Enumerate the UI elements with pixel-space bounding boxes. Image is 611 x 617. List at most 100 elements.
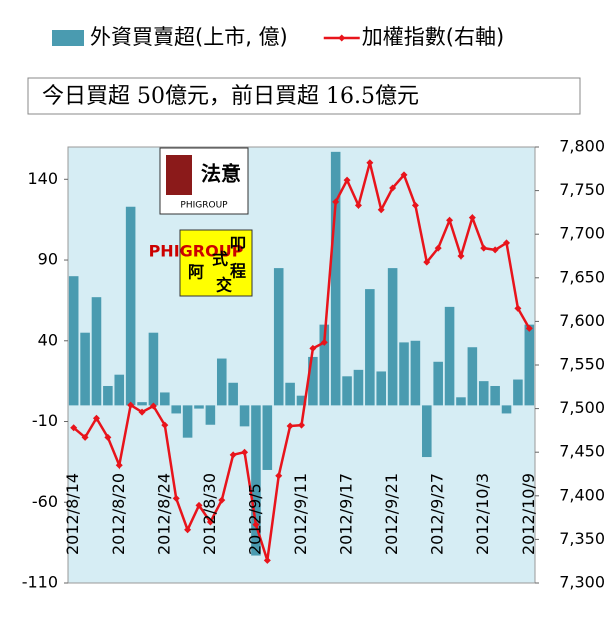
bar bbox=[137, 402, 147, 406]
bar bbox=[376, 371, 387, 406]
logo-mark bbox=[166, 155, 192, 195]
bar bbox=[456, 397, 466, 406]
line-marker bbox=[218, 496, 226, 504]
bar bbox=[80, 332, 90, 406]
legend-swatch bbox=[338, 34, 346, 42]
line-marker bbox=[104, 433, 112, 441]
bar bbox=[68, 276, 79, 406]
line-marker bbox=[377, 206, 385, 214]
y2-tick-label: 7,450 bbox=[559, 442, 605, 461]
logo-text: 法意 bbox=[201, 162, 241, 186]
x-tick-label: 2012/9/11 bbox=[291, 473, 310, 555]
line-marker bbox=[286, 422, 294, 430]
bar bbox=[273, 268, 284, 406]
bar bbox=[296, 395, 307, 406]
line-marker bbox=[332, 198, 340, 206]
line-marker bbox=[161, 421, 169, 429]
x-tick-label: 2012/8/30 bbox=[200, 473, 219, 555]
line-marker bbox=[263, 556, 271, 564]
line-marker bbox=[525, 324, 533, 332]
logo-text: 程 bbox=[230, 262, 246, 281]
bar bbox=[501, 405, 512, 414]
annotation: 今日買超 50億元，前日買超 16.5億元 bbox=[42, 84, 419, 109]
bar bbox=[490, 385, 500, 406]
logo-box bbox=[179, 229, 253, 297]
bar bbox=[342, 376, 352, 406]
bar bbox=[285, 382, 295, 406]
line-marker bbox=[81, 433, 89, 441]
bar bbox=[103, 385, 113, 406]
bar bbox=[410, 340, 421, 406]
line-marker bbox=[127, 401, 135, 409]
x-tick-label: 2012/8/24 bbox=[154, 473, 173, 555]
line-marker bbox=[172, 494, 180, 502]
y2-tick-label: 7,350 bbox=[559, 529, 605, 548]
x-tick-label: 2012/8/14 bbox=[63, 473, 82, 555]
logo-text: 阿 bbox=[188, 263, 204, 282]
line-marker bbox=[241, 448, 249, 456]
x-tick-label: 2012/9/5 bbox=[245, 483, 264, 555]
line-marker bbox=[252, 521, 260, 529]
y-tick-label: -10 bbox=[32, 411, 58, 430]
y2-tick-label: 7,500 bbox=[559, 398, 605, 417]
bar bbox=[239, 405, 250, 427]
bar bbox=[160, 392, 170, 406]
line-marker bbox=[400, 171, 408, 179]
line-marker bbox=[195, 501, 203, 509]
line-marker bbox=[457, 252, 465, 260]
bar bbox=[467, 347, 478, 406]
y-tick-label: 40 bbox=[38, 330, 58, 349]
bar bbox=[513, 379, 523, 406]
bar bbox=[433, 361, 443, 406]
logo-text: 叩 bbox=[230, 235, 246, 254]
bar bbox=[444, 306, 455, 406]
logo-text: PHIGROUP bbox=[180, 201, 228, 211]
x-tick-label: 2012/9/27 bbox=[428, 473, 447, 555]
x-tick-label: 2012/8/20 bbox=[109, 473, 128, 555]
line-marker bbox=[503, 239, 511, 247]
y2-tick-label: 7,600 bbox=[559, 311, 605, 330]
y2-tick-label: 7,700 bbox=[559, 224, 605, 243]
legend-swatch bbox=[52, 30, 84, 46]
y2-tick-label: 7,550 bbox=[559, 355, 605, 374]
bar bbox=[216, 358, 227, 406]
line-marker bbox=[184, 526, 192, 534]
bar bbox=[353, 369, 364, 406]
bar bbox=[262, 405, 273, 470]
bar bbox=[365, 289, 375, 406]
legend-label: 外資買賣超(上市, 億) bbox=[90, 25, 288, 49]
x-tick-label: 2012/10/9 bbox=[519, 473, 538, 555]
bar bbox=[524, 324, 535, 406]
line-marker bbox=[70, 424, 78, 432]
bar bbox=[251, 405, 261, 556]
line-marker bbox=[229, 451, 237, 459]
y-tick-label: 140 bbox=[27, 169, 58, 188]
logo-text: 交 bbox=[216, 276, 232, 295]
y2-tick-label: 7,650 bbox=[559, 267, 605, 286]
line-marker bbox=[389, 184, 397, 192]
line-marker bbox=[514, 304, 522, 312]
bar bbox=[194, 405, 204, 409]
bar bbox=[91, 297, 102, 406]
line-marker bbox=[354, 201, 362, 209]
x-tick-label: 2012/9/21 bbox=[382, 473, 401, 555]
line-marker bbox=[480, 244, 488, 252]
y2-tick-label: 7,300 bbox=[559, 573, 605, 592]
line-marker bbox=[138, 408, 146, 416]
line-marker bbox=[434, 244, 442, 252]
y-tick-label: -110 bbox=[22, 573, 58, 592]
line-marker bbox=[115, 461, 123, 469]
line-marker bbox=[491, 246, 499, 254]
bar bbox=[228, 382, 238, 406]
x-tick-label: 2012/10/3 bbox=[473, 473, 492, 555]
bar bbox=[171, 405, 181, 414]
line-marker bbox=[446, 216, 454, 224]
bar bbox=[205, 405, 216, 425]
line-marker bbox=[411, 201, 419, 209]
line-marker bbox=[366, 159, 374, 167]
annotation-box bbox=[27, 77, 581, 115]
bar bbox=[148, 332, 159, 406]
bar bbox=[330, 151, 341, 406]
y-tick-label: -60 bbox=[32, 492, 58, 511]
line-marker bbox=[92, 414, 100, 422]
